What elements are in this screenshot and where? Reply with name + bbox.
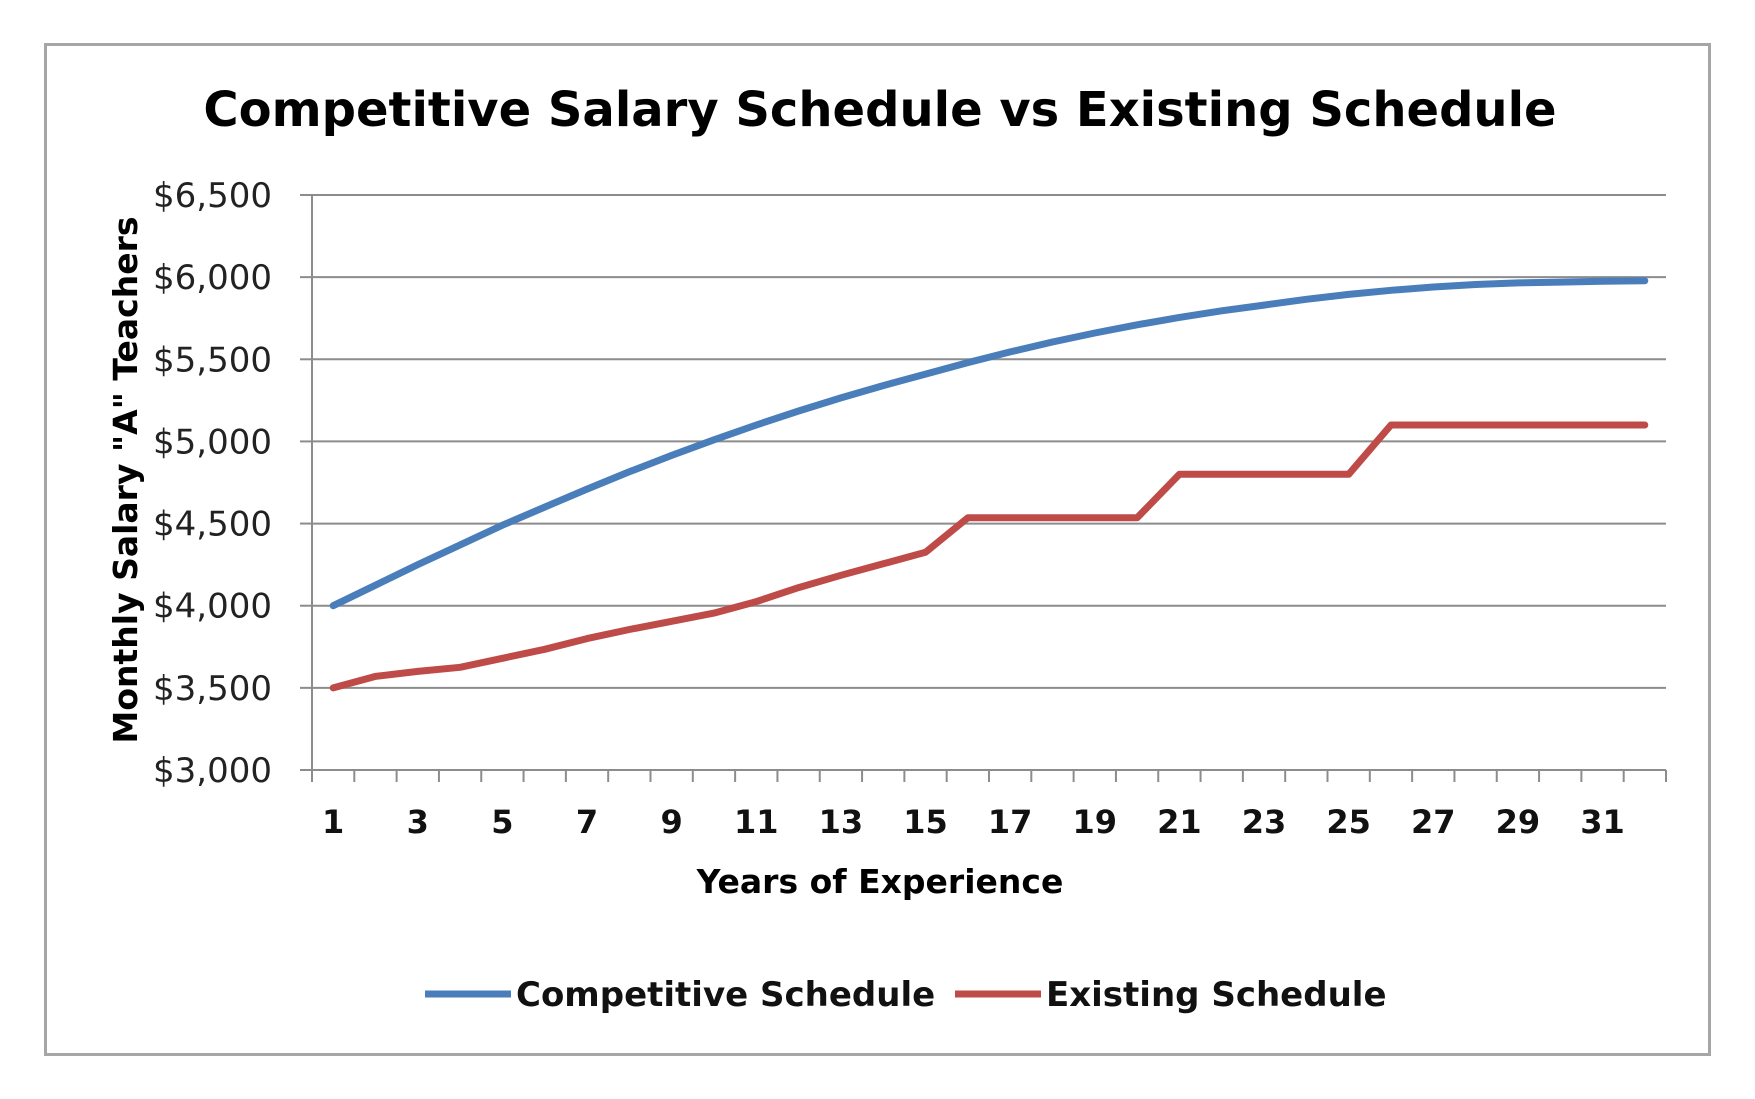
y-axis-label: Monthly Salary "A" Teachers: [106, 216, 145, 743]
chart-frame: [44, 43, 1711, 1056]
x-tick-label: 25: [1326, 803, 1371, 841]
chart-title: Competitive Salary Schedule vs Existing …: [203, 82, 1556, 138]
y-tick-label: $5,000: [153, 422, 272, 462]
x-tick-label: 11: [734, 803, 779, 841]
y-tick-labels: $3,000 $3,500 $4,000 $4,500 $5,000 $5,500 $6,0…: [153, 176, 272, 791]
x-tick-label: 7: [576, 803, 598, 841]
x-axis-label: Years of Experience: [696, 862, 1064, 901]
x-tick-label: 9: [661, 803, 683, 841]
y-tick-label: $6,500: [153, 176, 272, 216]
legend: Competitive Schedule Existing Schedule: [425, 975, 1387, 1015]
x-tick-label: 31: [1580, 803, 1625, 841]
y-tick-label: $3,000: [153, 751, 272, 791]
y-tick-label: $4,000: [153, 587, 272, 627]
series-line-existing: [329, 421, 1649, 692]
legend-label: Competitive Schedule: [516, 975, 935, 1015]
x-tick-label: 15: [903, 803, 948, 841]
x-tick-label: 19: [1073, 803, 1118, 841]
x-tick-label: 1: [322, 803, 344, 841]
gridlines: [300, 194, 1666, 771]
series-lines: [329, 277, 1649, 692]
x-tick-label: 27: [1411, 803, 1456, 841]
x-tick-label: 17: [988, 803, 1033, 841]
y-tick-label: $6,000: [153, 258, 272, 298]
series-line-competitive: [329, 277, 1649, 610]
axes: [311, 195, 1667, 782]
x-tick-label: 13: [819, 803, 864, 841]
x-tick-label: 21: [1157, 803, 1202, 841]
x-tick-label: 3: [407, 803, 429, 841]
x-tick-label: 29: [1496, 803, 1541, 841]
y-tick-label: $5,500: [153, 340, 272, 380]
x-tick-labels: 1 3 5 7 9 11 13 15 17 19 21 23 25 27 29 31: [322, 803, 1625, 841]
x-tick-label: 23: [1242, 803, 1287, 841]
y-tick-label: $4,500: [153, 505, 272, 545]
x-tick-label: 5: [491, 803, 513, 841]
legend-label: Existing Schedule: [1046, 975, 1387, 1015]
y-tick-label: $3,500: [153, 669, 272, 709]
